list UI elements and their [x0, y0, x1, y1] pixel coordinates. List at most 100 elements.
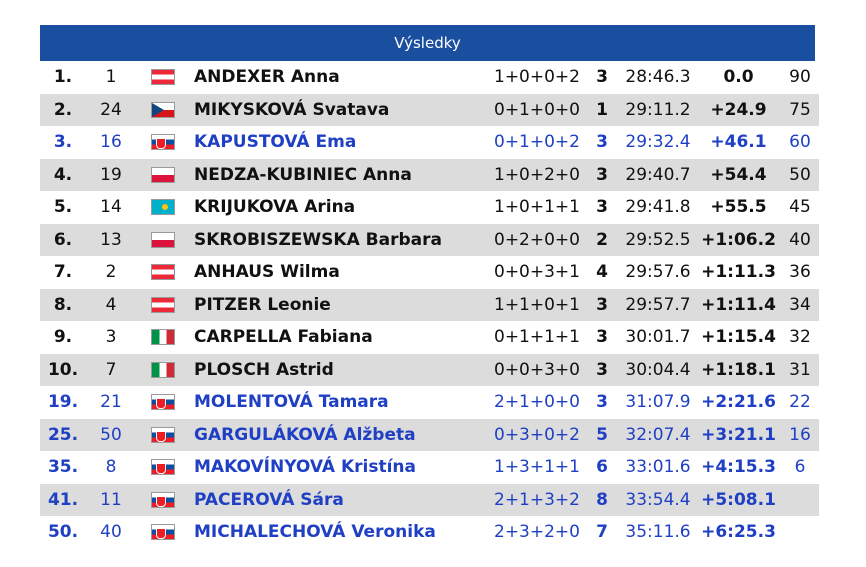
results-title: Výsledky: [394, 34, 461, 52]
svk-flag-icon: [151, 524, 175, 541]
points-cell: 6: [794, 457, 806, 478]
athlete-name: GARGULÁKOVÁ Alžbeta: [194, 424, 416, 445]
rank-cell: 2.: [53, 99, 73, 120]
flag-cell: [136, 256, 190, 289]
flag-cell: [136, 321, 190, 354]
shooting-cell: 0+1+0+0: [494, 99, 580, 120]
athlete-name: NEDZA-KUBINIEC Anna: [194, 164, 412, 185]
table-row: 41. 11 PACEROVÁ Sára 2+1+3+2 8 33:54.4 +5:08.1: [40, 483, 819, 517]
gap-cell: 0.0: [723, 67, 754, 88]
bib-cell: 7: [105, 359, 117, 380]
shooting-cell: 1+0+2+0: [494, 164, 580, 185]
shooting-cell: 0+2+0+0: [494, 229, 580, 250]
table-row: 3. 16 KAPUSTOVÁ Ema 0+1+0+2 3 29:32.4 +46.1 60: [40, 126, 819, 159]
points-cell: [781, 516, 819, 549]
gap-cell: +2:21.6: [701, 392, 776, 413]
flag-cell: [136, 191, 190, 224]
table-row: 25. 50 GARGULÁKOVÁ Alžbeta 0+3+0+2 5 32:07.4 +…: [40, 418, 819, 452]
pol-flag-icon: [151, 231, 175, 248]
shooting-cell: 2+3+2+0: [494, 522, 580, 543]
time-cell: 30:04.4: [625, 359, 691, 380]
bib-cell: 2: [105, 262, 117, 283]
flag-cell: [136, 61, 190, 94]
penalties-cell: 3: [596, 392, 608, 413]
bib-cell: 40: [100, 522, 122, 543]
flag-cell: [136, 126, 190, 159]
points-cell: 50: [789, 164, 811, 185]
table-row: 50. 40 MICHALECHOVÁ Veronika 2+3+2+0 7 35:11.…: [40, 516, 819, 549]
rank-cell: 50.: [47, 522, 79, 543]
shooting-cell: 1+1+0+1: [494, 294, 580, 315]
shooting-cell: 0+1+0+2: [494, 132, 580, 153]
athlete-name: ANHAUS Wilma: [194, 262, 340, 283]
gap-cell: +54.4: [710, 164, 767, 185]
athlete-name: PLOSCH Astrid: [194, 359, 334, 380]
table-row: 7. 2 ANHAUS Wilma 0+0+3+1 4 29:57.6 +1:11.3 36: [40, 256, 819, 289]
gap-cell: +1:11.3: [701, 262, 776, 283]
rank-cell: 7.: [53, 262, 73, 283]
time-cell: 29:11.2: [625, 99, 691, 120]
athlete-name: KRIJUKOVA Arina: [194, 197, 356, 218]
rank-cell: 41.: [47, 489, 79, 510]
rank-cell: 10.: [47, 359, 79, 380]
athlete-name: PITZER Leonie: [194, 294, 331, 315]
penalties-cell: 5: [596, 424, 608, 445]
shooting-cell: 1+3+1+1: [494, 457, 580, 478]
bib-cell: 50: [100, 424, 122, 445]
bib-cell: 14: [100, 197, 122, 218]
rank-cell: 25.: [47, 424, 79, 445]
penalties-cell: 2: [596, 229, 608, 250]
svk-flag-icon: [151, 426, 175, 443]
athlete-name: MICHALECHOVÁ Veronika: [194, 522, 436, 543]
bib-cell: 19: [100, 164, 122, 185]
bib-cell: 1: [105, 67, 117, 88]
rank-cell: 9.: [53, 327, 73, 348]
time-cell: 28:46.3: [625, 67, 691, 88]
shooting-cell: 0+0+3+1: [494, 262, 580, 283]
table-row: 6. 13 SKROBISZEWSKA Barbara 0+2+0+0 2 29:52.5…: [40, 223, 819, 256]
flag-cell: [136, 289, 190, 322]
points-cell: 90: [789, 67, 811, 88]
penalties-cell: 3: [596, 67, 608, 88]
points-cell: 36: [789, 262, 811, 283]
gap-cell: +1:15.4: [701, 327, 776, 348]
flag-cell: [136, 419, 190, 452]
aut-flag-icon: [151, 296, 175, 313]
rank-cell: 35.: [47, 457, 79, 478]
svk-flag-icon: [151, 491, 175, 508]
penalties-cell: 7: [596, 522, 608, 543]
penalties-cell: 8: [596, 489, 608, 510]
results-table: 1. 1 ANDEXER Anna 1+0+0+2 3 28:46.3 0.0 90 2. 24 M…: [40, 61, 819, 549]
shooting-cell: 1+0+0+2: [494, 67, 580, 88]
table-row: 35. 8 MAKOVÍNYOVÁ Kristína 1+3+1+1 6 33:01.6 +…: [40, 451, 819, 484]
flag-cell: [136, 94, 190, 127]
rank-cell: 5.: [53, 197, 73, 218]
points-cell: 40: [789, 229, 811, 250]
time-cell: 29:32.4: [625, 132, 691, 153]
bib-cell: 8: [105, 457, 117, 478]
aut-flag-icon: [151, 264, 175, 281]
penalties-cell: 3: [596, 294, 608, 315]
athlete-name: MAKOVÍNYOVÁ Kristína: [194, 457, 416, 478]
table-row: 9. 3 CARPELLA Fabiana 0+1+1+1 3 30:01.7 +1:15.…: [40, 321, 819, 354]
rank-cell: 19.: [47, 392, 79, 413]
flag-cell: [136, 484, 190, 517]
gap-cell: +4:15.3: [701, 457, 776, 478]
athlete-name: MOLENTOVÁ Tamara: [194, 392, 389, 413]
aut-flag-icon: [151, 69, 175, 86]
gap-cell: +1:18.1: [701, 359, 776, 380]
pol-flag-icon: [151, 166, 175, 183]
bib-cell: 3: [105, 327, 117, 348]
points-cell: 45: [789, 197, 811, 218]
gap-cell: +5:08.1: [701, 489, 776, 510]
bib-cell: 21: [100, 392, 122, 413]
time-cell: 33:01.6: [625, 457, 691, 478]
shooting-cell: 2+1+3+2: [494, 489, 580, 510]
time-cell: 29:40.7: [625, 164, 691, 185]
shooting-cell: 0+0+3+0: [494, 359, 580, 380]
points-cell: 60: [789, 132, 811, 153]
points-cell: 31: [789, 359, 811, 380]
rank-cell: 6.: [53, 229, 73, 250]
gap-cell: +3:21.1: [701, 424, 776, 445]
points-cell: 32: [789, 327, 811, 348]
